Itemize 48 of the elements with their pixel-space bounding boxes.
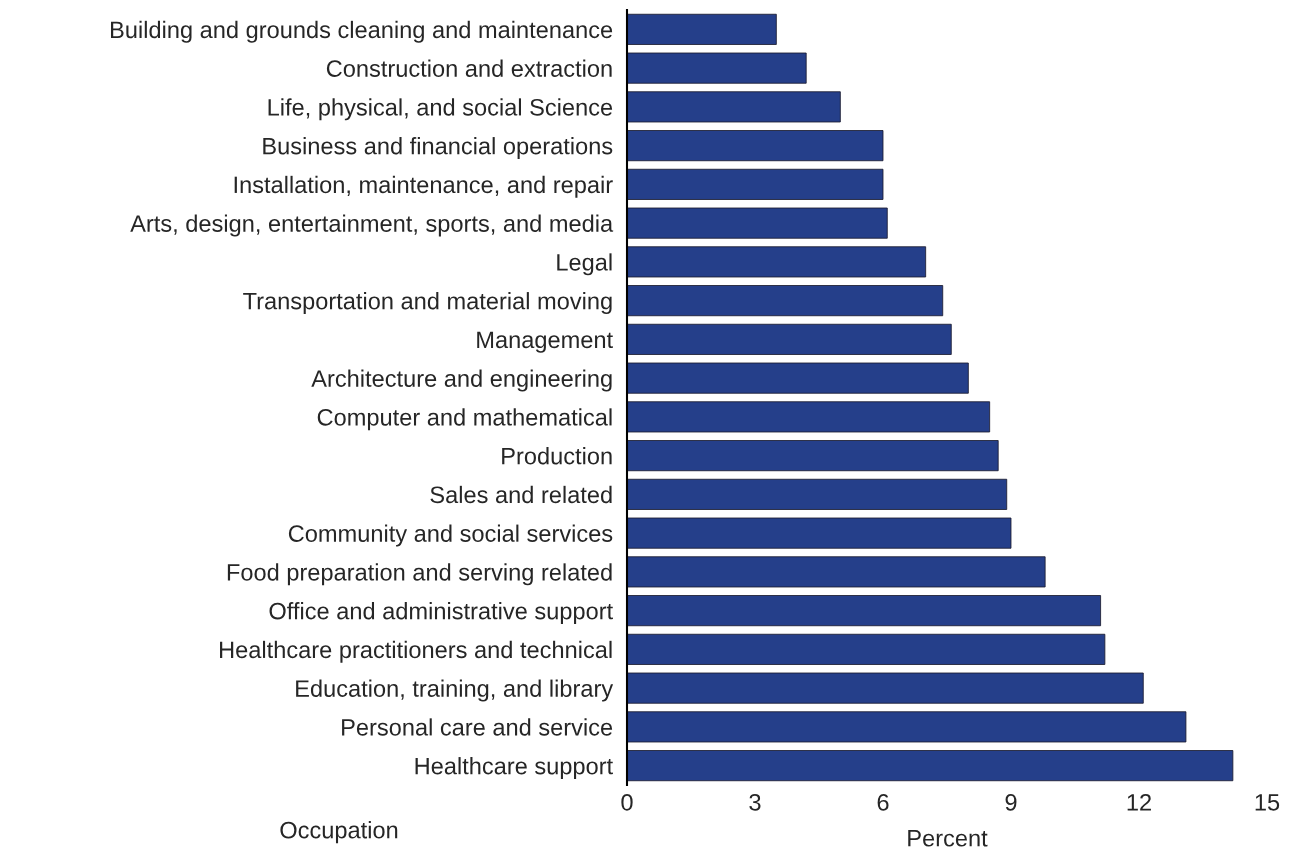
y-tick-label: Computer and mathematical — [317, 408, 612, 431]
x-axis-title: Percent — [908, 830, 988, 847]
y-tick-label: Food preparation and serving related — [227, 563, 612, 586]
y-tick-label: Management — [477, 331, 613, 353]
bar — [627, 401, 991, 433]
bar — [627, 323, 952, 355]
bar — [627, 750, 1234, 782]
x-tick-label: 3 — [749, 793, 761, 811]
y-tick-label: Transportation and material moving — [243, 292, 612, 315]
bar — [627, 633, 1106, 665]
bar — [627, 672, 1144, 704]
y-tick-label: Healthcare support — [415, 757, 613, 780]
x-tick-label: 12 — [1127, 793, 1151, 811]
bar — [627, 556, 1046, 588]
y-tick-label: Education, training, and library — [296, 679, 614, 702]
bar — [627, 168, 884, 200]
y-tick-label: Legal — [557, 253, 612, 276]
x-tick-label: 0 — [621, 793, 633, 811]
y-tick-label: Business and financial operations — [263, 137, 613, 160]
bar — [627, 285, 944, 317]
bar — [627, 517, 1012, 549]
bar — [627, 362, 969, 394]
bar — [627, 478, 1008, 510]
bar — [627, 52, 807, 84]
bar — [627, 91, 841, 123]
y-tick-label: Healthcare practitioners and technical — [220, 640, 612, 663]
y-tick-label: Community and social services — [288, 524, 613, 547]
y-tick-label: Construction and extraction — [326, 59, 612, 77]
x-tick-label: 15 — [1255, 794, 1280, 811]
bar — [627, 711, 1187, 743]
y-tick-label: Building and grounds cleaning and maintenance — [111, 20, 613, 43]
y-tick-label: Architecture and engineering — [311, 369, 612, 392]
bar — [627, 13, 777, 45]
y-tick-label: Sales and related — [430, 485, 612, 504]
y-tick-label: Installation, maintenance, and repair — [234, 175, 613, 198]
y-axis-title: Occupation — [280, 821, 398, 844]
bar — [627, 246, 927, 278]
bar — [627, 440, 999, 472]
bar — [627, 207, 888, 239]
x-tick-label: 6 — [877, 793, 889, 811]
bar — [627, 130, 884, 162]
y-tick-label: Life, physical, and social Science — [268, 98, 613, 121]
y-tick-label: Production — [502, 447, 612, 465]
bar — [627, 595, 1102, 627]
x-tick-label: 9 — [1005, 793, 1017, 811]
y-tick-label: Office and administrative support — [269, 602, 613, 625]
y-tick-label: Arts, design, entertainment, sports, and media — [130, 214, 614, 237]
y-tick-label: Personal care and service — [342, 718, 613, 736]
